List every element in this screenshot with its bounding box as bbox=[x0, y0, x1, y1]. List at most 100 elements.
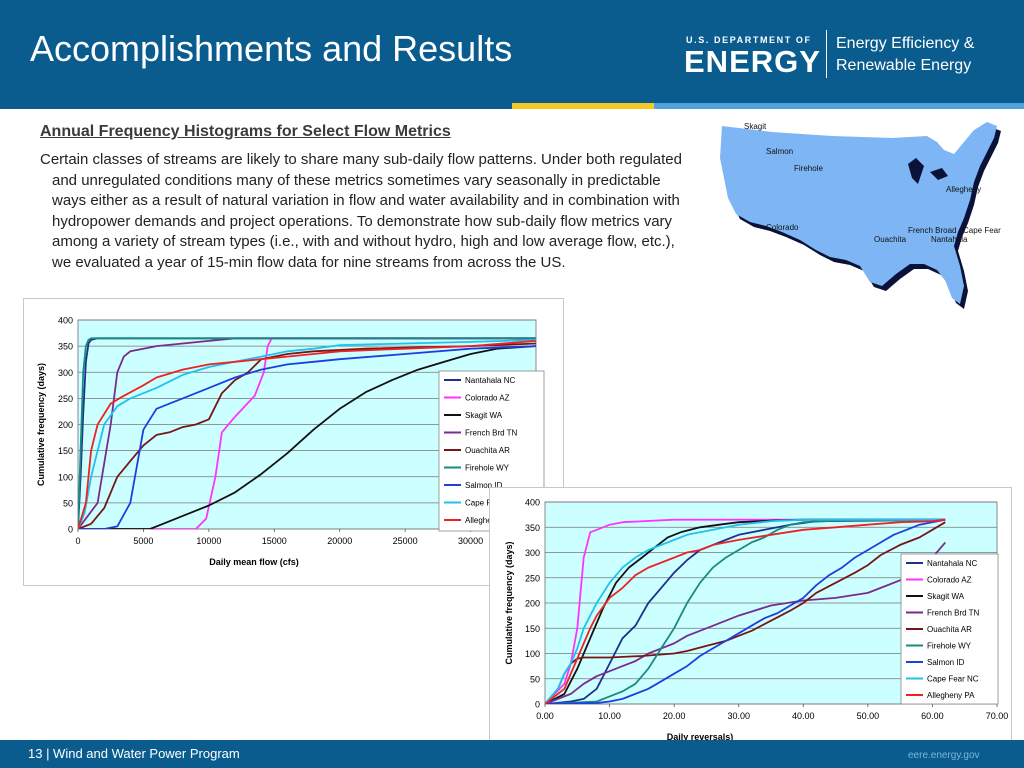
footer-site: eere.energy.gov bbox=[908, 750, 980, 761]
legend-item-firehole-wy: Firehole WY bbox=[465, 464, 510, 473]
y-tick-label: 0 bbox=[68, 525, 73, 535]
legend-item-skagit-wa: Skagit WA bbox=[927, 592, 965, 601]
header-bar bbox=[0, 0, 1024, 103]
x-tick-label: 25000 bbox=[393, 536, 418, 546]
y-tick-label: 200 bbox=[525, 599, 540, 609]
series-line-colorado-az bbox=[545, 518, 946, 704]
y-tick-label: 250 bbox=[58, 394, 73, 404]
legend-item-salmon-id: Salmon ID bbox=[465, 481, 503, 490]
series-line-cape-fear-nc bbox=[78, 339, 536, 529]
series-line-colorado-az bbox=[78, 337, 536, 529]
stripe-yellow bbox=[512, 103, 654, 109]
us-map: Skagit Salmon Firehole Allegheny Colorad… bbox=[712, 114, 1012, 314]
y-tick-label: 100 bbox=[58, 472, 73, 482]
legend-item-firehole-wy: Firehole WY bbox=[927, 642, 972, 651]
stripe-blue bbox=[0, 103, 512, 109]
map-label-skagit: Skagit bbox=[744, 122, 767, 131]
x-tick-label: 5000 bbox=[133, 536, 153, 546]
series-line-firehole-wy bbox=[545, 518, 946, 704]
us-map-land bbox=[720, 122, 997, 304]
series-group bbox=[78, 337, 536, 529]
map-label-allegheny: Allegheny bbox=[946, 185, 982, 194]
map-label-colorado: Colorado bbox=[766, 223, 799, 232]
y-tick-label: 350 bbox=[525, 523, 540, 533]
footer-text: 13 | Wind and Water Power Program bbox=[28, 746, 240, 761]
footer-bar bbox=[0, 740, 1024, 768]
y-tick-label: 250 bbox=[525, 573, 540, 583]
legend-item-nantahala-nc: Nantahala NC bbox=[465, 376, 515, 385]
y-tick-label: 0 bbox=[535, 700, 540, 710]
y-tick-label: 150 bbox=[58, 446, 73, 456]
x-tick-label: 50.00 bbox=[857, 711, 880, 721]
series-line-skagit-wa bbox=[78, 345, 536, 529]
page-title: Accomplishments and Results bbox=[30, 28, 513, 69]
x-tick-label: 70.00 bbox=[986, 711, 1009, 721]
legend-item-cape-fear-nc: Cape Fear NC bbox=[927, 675, 979, 684]
series-line-cape-fear-nc bbox=[545, 518, 946, 704]
y-tick-label: 400 bbox=[58, 316, 73, 326]
eere-logo-text: Energy Efficiency & Renewable Energy bbox=[836, 33, 974, 77]
map-label-salmon: Salmon bbox=[766, 147, 794, 156]
legend-item-allegheny-pa: Allegheny PA bbox=[927, 691, 975, 700]
series-line-firehole-wy bbox=[78, 337, 536, 529]
x-tick-label: 40.00 bbox=[792, 711, 815, 721]
map-label-ouachita: Ouachita bbox=[874, 235, 907, 244]
x-tick-label: 30000 bbox=[458, 536, 483, 546]
series-line-ouachita-ar bbox=[78, 342, 536, 529]
x-tick-label: 0.00 bbox=[536, 711, 554, 721]
x-tick-label: 60.00 bbox=[921, 711, 944, 721]
legend: Nantahala NC Colorado AZ Skagit WA French B… bbox=[900, 553, 999, 705]
legend-item-ouachita-ar: Ouachita AR bbox=[927, 625, 972, 634]
series-line-french-brd-tn bbox=[545, 541, 946, 704]
y-tick-label: 300 bbox=[525, 548, 540, 558]
x-axis-label: Daily reversals) bbox=[667, 732, 734, 742]
x-tick-label: 30.00 bbox=[727, 711, 750, 721]
y-tick-label: 350 bbox=[58, 342, 73, 352]
series-line-allegheny-pa bbox=[545, 518, 946, 704]
legend-item-colorado-az: Colorado AZ bbox=[927, 576, 972, 585]
legend-item-skagit-wa: Skagit WA bbox=[465, 411, 503, 420]
y-tick-label: 150 bbox=[525, 624, 540, 634]
stripe-lightblue bbox=[654, 103, 1024, 109]
y-tick-label: 50 bbox=[63, 498, 73, 508]
series-line-salmon-id bbox=[78, 345, 536, 529]
legend-item-french-brd-tn: French Brd TN bbox=[465, 429, 518, 438]
series-line-salmon-id bbox=[545, 518, 946, 704]
chart-daily-reversals: 0 50 100 150 200 250 300 350 400 0.00 10.00 20.00 30… bbox=[489, 487, 1012, 745]
legend-item-colorado-az: Colorado AZ bbox=[465, 394, 510, 403]
y-tick-label: 50 bbox=[530, 674, 540, 684]
chart-1-svg: 0 50 100 150 200 250 300 350 400 0 5000 10000 15000 2… bbox=[36, 316, 549, 568]
y-tick-label: 400 bbox=[525, 498, 540, 508]
map-label-firehole: Firehole bbox=[794, 164, 823, 173]
series-line-french-brd-tn bbox=[78, 337, 536, 529]
chart-daily-mean-flow: 0 50 100 150 200 250 300 350 400 0 5000 10000 15000 2… bbox=[23, 298, 564, 586]
eere-line-2: Renewable Energy bbox=[836, 57, 972, 74]
series-line-allegheny-pa bbox=[78, 340, 536, 529]
logo-divider bbox=[826, 30, 827, 78]
eere-line-1: Energy Efficiency & bbox=[836, 35, 975, 52]
y-axis-label: Cumulative frequency (days) bbox=[36, 363, 46, 486]
x-tick-label: 10000 bbox=[196, 536, 221, 546]
y-tick-label: 100 bbox=[525, 649, 540, 659]
section-subtitle: Annual Frequency Histograms for Select F… bbox=[40, 123, 451, 140]
y-tick-label: 300 bbox=[58, 368, 73, 378]
x-tick-label: 0 bbox=[75, 536, 80, 546]
doe-logo-text: ENERGY bbox=[684, 44, 821, 79]
series-group bbox=[545, 518, 946, 704]
x-tick-label: 10.00 bbox=[598, 711, 621, 721]
y-tick-label: 200 bbox=[58, 420, 73, 430]
great-lakes bbox=[908, 158, 948, 184]
series-line-ouachita-ar bbox=[545, 521, 946, 704]
legend-item-salmon-id: Salmon ID bbox=[927, 658, 965, 667]
legend-item-french-brd-tn: French Brd TN bbox=[927, 609, 980, 618]
us-map-graphic bbox=[720, 122, 1001, 309]
map-label-nantahala: Nantahala bbox=[931, 235, 968, 244]
map-label-cape-fear: Cape Fear bbox=[963, 226, 1001, 235]
x-tick-label: 15000 bbox=[262, 536, 287, 546]
y-axis-label: Cumulative frequency (days) bbox=[504, 541, 514, 664]
doe-logo-small-text: U.S. DEPARTMENT OF bbox=[686, 35, 812, 45]
legend-item-ouachita-ar: Ouachita AR bbox=[465, 446, 510, 455]
chart-2-svg: 0 50 100 150 200 250 300 350 400 0.00 10.00 20.00 30… bbox=[504, 498, 1009, 743]
x-tick-label: 20000 bbox=[327, 536, 352, 546]
map-label-french-broad: French Broad bbox=[908, 226, 957, 235]
